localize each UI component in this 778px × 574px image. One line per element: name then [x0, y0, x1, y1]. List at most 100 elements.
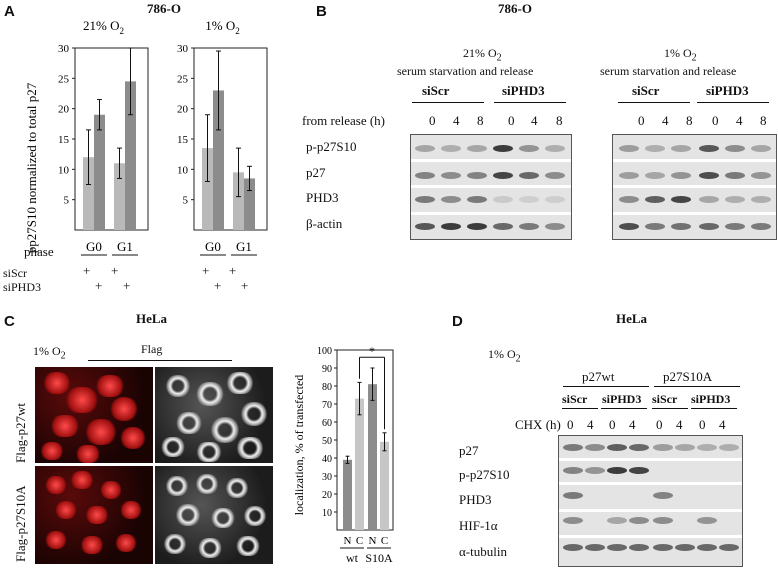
plus-sign: + [83, 263, 91, 278]
time-label: 8 [477, 113, 484, 128]
b-siphd3-label: siPHD3 [706, 83, 749, 98]
d-row-label-p-p27s10: p-p27S10 [459, 467, 510, 482]
y-tick-label: 30 [58, 43, 70, 55]
plus-sign: + [214, 278, 222, 293]
flag-header: Flag [141, 342, 163, 356]
chx-time-label: 0 [609, 417, 616, 432]
panel-c-cell-line: HeLa [136, 311, 168, 326]
time-label: 0 [638, 113, 645, 128]
y-tick-label: 25 [58, 73, 70, 85]
y-tick-label: 90 [322, 364, 332, 375]
plus-sign: + [111, 263, 119, 278]
d-siphd3-label: siPHD3 [691, 392, 731, 406]
y-tick-label: 100 [317, 346, 332, 357]
category-label: G0 [205, 239, 221, 254]
chx-time-label: 0 [567, 417, 574, 432]
y-tick-label: 70 [322, 400, 332, 411]
time-label: 0 [429, 113, 436, 128]
row-label-flag-p27wt: Flag-p27wt [13, 403, 28, 463]
d-siscr-label: siScr [562, 392, 588, 406]
bar-label: N [369, 535, 377, 547]
y-tick-label: 15 [58, 134, 70, 146]
panel-a-letter: A [4, 3, 15, 20]
bar [380, 441, 389, 530]
category-label: G1 [117, 239, 133, 254]
category-label: G1 [236, 239, 252, 254]
group1-oxygen: 21% O2 [463, 46, 502, 64]
chx-time-label: 0 [656, 417, 663, 432]
time-label: 4 [662, 113, 669, 128]
bar-label: C [381, 535, 388, 547]
d-row-label-hif1a: HIF-1α [459, 518, 498, 533]
row-label-flag-p27s10a: Flag-p27S10A [13, 485, 28, 562]
d-p27s10a-label: p27S10A [663, 369, 713, 384]
y-tick-label: 15 [177, 134, 189, 146]
panel-a-cell-line: 786-O [147, 1, 181, 16]
group1-serum: serum starvation and release [397, 64, 534, 78]
d-row-label-p27: p27 [459, 443, 479, 458]
bar [355, 398, 364, 530]
y-tick-label: 20 [58, 104, 70, 116]
panel-c-oxygen: 1% O2 [33, 344, 66, 362]
bar [202, 148, 213, 230]
panel-b-cell-line: 786-O [498, 1, 532, 16]
time-label: 0 [508, 113, 515, 128]
row-label-beta-actin: β-actin [306, 216, 343, 231]
from-release-label: from release (h) [302, 113, 386, 128]
bar [125, 81, 136, 230]
time-label: 0 [712, 113, 719, 128]
panel-d-oxygen: 1% O2 [488, 347, 521, 365]
panel-b-letter: B [316, 3, 327, 20]
y-tick-label: 10 [322, 508, 332, 519]
panel-d-cell-line: HeLa [616, 311, 648, 326]
chx-time-label: 4 [719, 417, 726, 432]
micrograph-wt-red [35, 367, 153, 463]
western-blot-hela [558, 435, 743, 567]
row-label-p-p27s10: p-p27S10 [306, 139, 357, 154]
d-row-label-phd3: PHD3 [459, 492, 492, 507]
panel-a-ylabel: pp27S10 normalized to total p27 [24, 82, 39, 253]
time-label: 4 [453, 113, 460, 128]
group2-oxygen: 1% O2 [664, 46, 697, 64]
micrograph-s10a-red [35, 466, 153, 564]
chx-time-label: 4 [676, 417, 683, 432]
bar [94, 114, 105, 230]
d-siphd3-label: siPHD3 [602, 392, 642, 406]
group2-serum: serum starvation and release [600, 64, 737, 78]
chx-time-label: 4 [629, 417, 636, 432]
chx-label: CHX (h) [515, 417, 561, 432]
chart-title: 1% O2 [205, 18, 239, 36]
d-row-label-alpha-tubulin: α-tubulin [459, 544, 507, 559]
chart-title-subscript: 2 [235, 26, 240, 36]
y-tick-label: 30 [322, 472, 332, 483]
plus-sign: + [95, 278, 103, 293]
bar [368, 384, 377, 530]
row-label-phd3: PHD3 [306, 190, 339, 205]
western-blot-1-o2 [612, 134, 777, 240]
row-label-p27: p27 [306, 165, 326, 180]
b-siscr-label: siScr [422, 83, 450, 98]
y-tick-label: 5 [64, 195, 70, 207]
chart-title: 21% O2 [83, 18, 124, 36]
plus-sign: + [241, 278, 249, 293]
y-tick-label: 10 [177, 164, 189, 176]
y-tick-label: 20 [322, 490, 332, 501]
y-tick-label: 5 [183, 195, 189, 207]
y-tick-label: 80 [322, 382, 332, 393]
micrograph-s10a-grey [155, 466, 273, 564]
bar-label: C [356, 535, 363, 547]
d-p27wt-label: p27wt [582, 369, 615, 384]
panel-c-localization-chart: localization, % of transfected 10 20 30 40 5… [292, 344, 394, 565]
plus-sign: + [202, 263, 210, 278]
siscr-row-label: siScr [3, 266, 27, 280]
y-tick-label: 40 [322, 454, 332, 465]
y-tick-label: 20 [177, 104, 189, 116]
time-label: 4 [531, 113, 538, 128]
panel-c-ylabel: localization, % of transfected [292, 375, 306, 516]
b-siphd3-label: siPHD3 [502, 83, 545, 98]
b-siscr-label: siScr [632, 83, 660, 98]
micrograph-wt-grey [155, 367, 273, 463]
plus-sign: + [123, 278, 131, 293]
d-siscr-label: siScr [652, 392, 678, 406]
